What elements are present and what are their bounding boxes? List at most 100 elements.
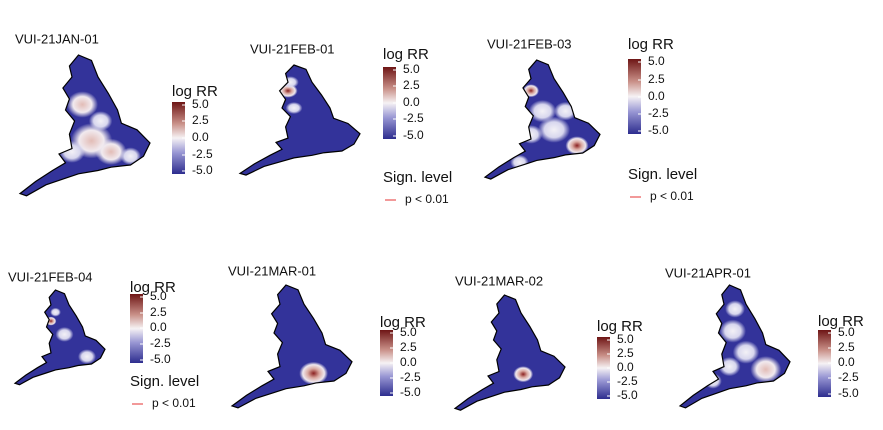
- scale-tick-label: -2.5: [648, 106, 669, 120]
- significance-title: Sign. level: [130, 373, 199, 390]
- legend-title: log RR: [380, 314, 426, 331]
- hotspot: [95, 138, 127, 165]
- map-fill: [455, 295, 565, 411]
- scale-tick-label: -2.5: [617, 374, 638, 388]
- legend-title: log RR: [172, 83, 218, 100]
- map-panel: VUI-21FEB-04 log RR5.0 2.50.0 -2.5 -5.0 Sign.…: [8, 269, 199, 410]
- panel-title: VUI-21JAN-01: [15, 31, 99, 46]
- map-outline: [15, 290, 105, 385]
- england-map: [485, 60, 600, 179]
- scale-tick-label: 0.0: [838, 355, 855, 369]
- scale-tick-label: -5.0: [838, 386, 859, 400]
- england-map: [680, 285, 790, 408]
- hotspot: [537, 116, 571, 143]
- scale-tick-label: 2.5: [648, 72, 665, 86]
- color-scale: [130, 294, 143, 363]
- hotspot: [88, 111, 113, 131]
- hotspot: [78, 349, 96, 364]
- scale-tick-label: 2.5: [617, 346, 634, 360]
- england-map: [20, 55, 150, 196]
- hotspot: [565, 136, 589, 155]
- scale-tick-label: 0.0: [150, 320, 167, 334]
- england-map: [455, 295, 565, 410]
- scale-tick-label: 0.0: [403, 95, 420, 109]
- legend-title: log RR: [383, 46, 429, 63]
- color-scale: [818, 330, 831, 397]
- hotspot: [725, 300, 745, 318]
- legend-title: log RR: [818, 313, 864, 330]
- scale-tick-label: 0.0: [648, 89, 665, 103]
- hotspots: [45, 307, 96, 364]
- significance-title: Sign. level: [628, 166, 697, 183]
- scale-tick-label: 2.5: [150, 305, 167, 319]
- scale-tick-label: 5.0: [192, 97, 209, 111]
- scale-tick-label: 5.0: [648, 54, 665, 68]
- scale-tick-label: 2.5: [400, 340, 417, 354]
- scale-tick-label: -2.5: [192, 147, 213, 161]
- scale-tick-label: 2.5: [192, 113, 209, 127]
- scale-tick-label: 0.0: [192, 130, 209, 144]
- scale-tick-label: -5.0: [400, 385, 421, 399]
- color-scale: [628, 59, 641, 134]
- hotspot: [750, 356, 782, 383]
- scale-tick-label: -2.5: [400, 370, 421, 384]
- panel-title: VUI-21FEB-04: [8, 269, 93, 284]
- map-panel: VUI-21JAN-01 log RR5.0 2.5 0.0 -2.5 -5.0: [15, 31, 218, 195]
- legend-title: log RR: [130, 279, 176, 296]
- panel-title: VUI-21MAR-01: [228, 263, 316, 278]
- scale-tick-label: -5.0: [192, 163, 213, 177]
- hotspot: [554, 101, 577, 121]
- map-panel: VUI-21FEB-01 log RR5.0 2.5 0.0 -2.5 -5.0 Sign.…: [240, 41, 452, 206]
- color-scale: [383, 67, 396, 139]
- scale-tick-label: 5.0: [150, 289, 167, 303]
- map-outline: [485, 60, 600, 179]
- color-scale: [172, 102, 185, 174]
- significance-label: p < 0.01: [405, 192, 449, 206]
- scale-tick-label: 5.0: [403, 62, 420, 76]
- hotspots: [299, 361, 328, 385]
- map-panel: VUI-21MAR-01 log RR5.02.50.0-2.5-5.0: [228, 263, 426, 407]
- hotspot: [718, 357, 741, 377]
- hotspot: [719, 319, 746, 343]
- map-panel: VUI-21FEB-03 log RR5.0 2.5 0.0 -2.5 -5.0 Sign.…: [485, 36, 697, 203]
- scale-tick-label: 0.0: [400, 355, 417, 369]
- scale-tick-label: -2.5: [403, 111, 424, 125]
- panel-title: VUI-21FEB-01: [250, 41, 335, 56]
- scale-tick-label: -5.0: [150, 352, 171, 366]
- significance-label: p < 0.01: [650, 189, 694, 203]
- significance-title: Sign. level: [383, 169, 452, 186]
- map-outline: [680, 285, 790, 408]
- scale-tick-label: -2.5: [838, 370, 859, 384]
- color-scale: [597, 337, 610, 399]
- hotspots: [278, 76, 303, 115]
- map-outline: [455, 295, 565, 410]
- scale-tick-label: -5.0: [403, 128, 424, 142]
- scale-tick-label: 5.0: [400, 325, 417, 339]
- legend-title: log RR: [597, 318, 643, 335]
- hotspots: [513, 366, 534, 383]
- scale-tick-label: -2.5: [150, 336, 171, 350]
- legend-title: log RR: [628, 36, 674, 53]
- hotspot: [50, 307, 61, 317]
- hotspot: [732, 340, 760, 364]
- color-scale: [380, 330, 393, 396]
- scale-tick-label: 2.5: [403, 78, 420, 92]
- hotspots: [59, 91, 141, 165]
- map-fill: [232, 285, 352, 408]
- england-map: [15, 290, 105, 385]
- map-fill: [240, 65, 360, 176]
- scale-tick-label: 5.0: [617, 332, 634, 346]
- hotspot: [285, 101, 303, 115]
- panel-title: VUI-21FEB-03: [487, 36, 572, 51]
- scale-tick-label: 5.0: [838, 325, 855, 339]
- scale-tick-label: 2.5: [838, 340, 855, 354]
- panel-title: VUI-21APR-01: [665, 265, 751, 280]
- scale-tick-label: -5.0: [617, 388, 638, 402]
- hotspot: [528, 99, 557, 123]
- significance-label: p < 0.01: [152, 396, 196, 410]
- england-map: [240, 65, 360, 175]
- hotspot: [120, 147, 141, 165]
- hotspot: [519, 125, 543, 144]
- england-map: [232, 285, 352, 408]
